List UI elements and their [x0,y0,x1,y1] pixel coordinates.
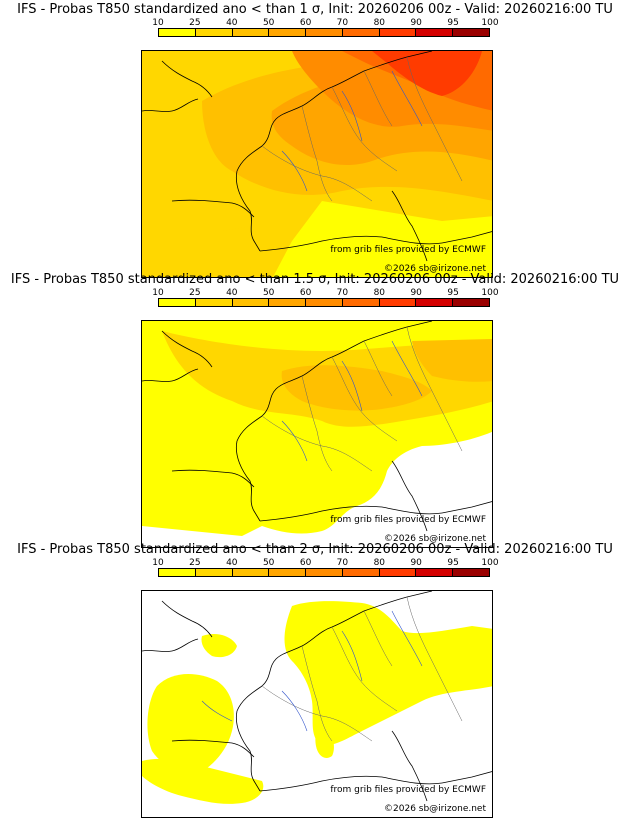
panel-1-5sigma: IFS - Probas T850 standardized ano < tha… [0,272,630,548]
colorbar-swatch [416,569,454,576]
colorbar-tick: 70 [336,18,349,28]
colorbar-swatch [159,29,196,36]
panel-title: IFS - Probas T850 standardized ano < tha… [17,2,613,17]
prob-field-80 [372,51,482,96]
colorbar-tick: 40 [226,18,238,28]
copyright-credit: ©2026 sb@irizone.net [384,534,486,544]
colorbar-swatch [269,29,307,36]
prob-field-10-brittany [201,634,237,658]
colorbar-tick: 95 [447,288,459,298]
colorbar-tick: 95 [447,18,459,28]
colorbar-swatch [453,569,490,576]
colorbar: 10 25 40 50 60 70 80 90 95 100 [152,18,499,42]
borders [261,56,463,202]
colorbar-swatch [379,299,417,306]
colorbar-tick: 25 [189,288,201,298]
panel-title: IFS - Probas T850 standardized ano < tha… [17,542,613,557]
colorbar-tick: 80 [373,18,386,28]
prob-field-iberia [142,201,262,277]
borders [261,326,463,472]
colorbar-tick: 50 [262,18,275,28]
colorbar-swatch [416,29,454,36]
colorbar-tick: 90 [410,288,422,298]
colorbar-tick: 10 [152,18,164,28]
colorbar-tick: 40 [226,558,238,568]
borders [261,596,463,742]
probability-map: from grib files provided by ECMWF ©2026 … [141,320,493,548]
colorbar-tick: 60 [299,558,312,568]
colorbar-swatch [379,569,417,576]
colorbar-swatch [232,299,270,306]
colorbar: 10 25 40 50 60 70 80 90 95 100 [152,558,499,582]
prob-field-10-iberia [147,674,234,773]
colorbar-tick: 10 [152,288,164,298]
source-credit: from grib files provided by ECMWF [330,785,486,795]
prob-field-10-alps [315,721,334,758]
colorbar-tick: 80 [373,288,386,298]
prob-field-corsica-area [294,471,324,522]
colorbar-tick: 60 [299,18,312,28]
colorbar-tick: 70 [336,558,349,568]
colorbar-swatch [306,299,343,306]
panel-title: IFS - Probas T850 standardized ano < tha… [10,272,620,287]
colorbar-swatch [379,29,417,36]
colorbar-swatch [342,569,380,576]
prob-field-10-central [284,601,492,746]
prob-field-40 [281,365,432,411]
colorbar-tick: 95 [447,558,459,568]
rivers [281,70,423,192]
colorbar-swatch [342,29,380,36]
colorbar-swatch [269,569,307,576]
colorbar-swatch [195,29,233,36]
probability-map: from grib files provided by ECMWF ©2026 … [141,50,493,278]
colorbar-swatch [306,29,343,36]
colorbar-swatch [416,299,454,306]
colorbar-tick: 90 [410,558,422,568]
colorbar-tick: 100 [481,18,499,28]
colorbar-tick: 100 [481,288,499,298]
colorbar-swatch [195,299,233,306]
colorbar-tick: 50 [262,288,275,298]
colorbar-swatch [269,299,307,306]
colorbar-swatch [453,29,490,36]
colorbar-swatch [195,569,233,576]
map-svg [142,321,492,547]
rivers [281,340,423,462]
colorbar-tick: 40 [226,288,238,298]
colorbar-swatch [159,569,196,576]
colorbar: 10 25 40 50 60 70 80 90 95 100 [152,288,499,312]
colorbar-tick: 60 [299,288,312,298]
colorbar-tick: 70 [336,288,349,298]
source-credit: from grib files provided by ECMWF [330,515,486,525]
colorbar-tick: 100 [481,558,499,568]
colorbar-tick: 90 [410,18,422,28]
colorbar-swatch [232,569,270,576]
colorbar-swatch [232,29,270,36]
colorbar-swatch [453,299,490,306]
colorbar-swatch [342,299,380,306]
colorbar-tick: 10 [152,558,164,568]
source-credit: from grib files provided by ECMWF [330,245,486,255]
colorbar-tick: 50 [262,558,275,568]
colorbar-swatch [159,299,196,306]
copyright-credit: ©2026 sb@irizone.net [384,804,486,814]
colorbar-tick: 25 [189,558,201,568]
prob-field-40-east [412,339,492,382]
panel-2sigma: IFS - Probas T850 standardized ano < tha… [0,542,630,818]
prob-field-south [273,201,492,277]
copyright-credit: ©2026 sb@irizone.net [384,264,486,274]
rivers [201,610,423,732]
map-svg [142,51,492,277]
colorbar-tick: 25 [189,18,201,28]
map-svg [142,591,492,817]
probability-map: from grib files provided by ECMWF ©2026 … [141,590,493,818]
colorbar-swatch [306,569,343,576]
prob-field-10-south [142,758,264,804]
colorbar-tick: 80 [373,558,386,568]
panel-1sigma: IFS - Probas T850 standardized ano < tha… [0,2,630,278]
